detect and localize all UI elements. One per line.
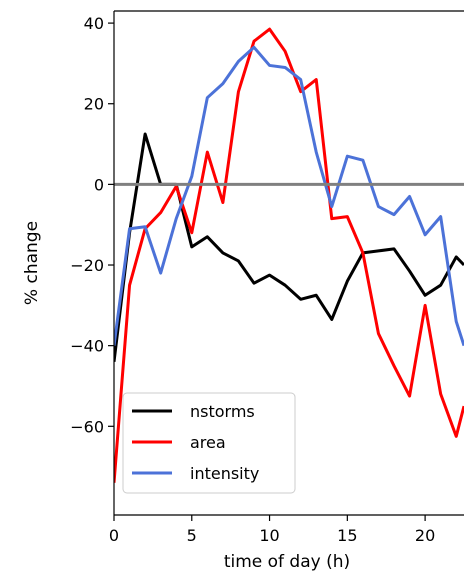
x-tick-label: 5 bbox=[187, 526, 197, 545]
legend-label-intensity: intensity bbox=[190, 464, 259, 483]
x-tick-label: 0 bbox=[109, 526, 119, 545]
legend-box bbox=[122, 392, 296, 494]
series-line-area bbox=[114, 27, 464, 483]
y-tick-label: 0 bbox=[94, 175, 104, 194]
series-line-intensity bbox=[114, 45, 464, 347]
x-tick-label: 10 bbox=[259, 526, 279, 545]
y-axis-label: % change bbox=[22, 221, 42, 305]
y-ticks: 40 20 0 −20 −40 −60 bbox=[70, 14, 114, 436]
x-ticks: 0 5 10 15 20 bbox=[109, 515, 435, 545]
y-tick-label: 20 bbox=[84, 95, 104, 114]
x-tick-label: 15 bbox=[337, 526, 357, 545]
legend: nstorms area intensity bbox=[122, 392, 296, 494]
y-tick-label: −40 bbox=[70, 337, 104, 356]
legend-label-nstorms: nstorms bbox=[190, 402, 255, 421]
x-axis-label: time of day (h) bbox=[224, 552, 350, 572]
y-tick-label: −60 bbox=[70, 417, 104, 436]
x-tick-label: 20 bbox=[415, 526, 435, 545]
plot-lines bbox=[114, 27, 464, 483]
y-tick-label: 40 bbox=[84, 14, 104, 33]
legend-label-area: area bbox=[190, 433, 226, 452]
y-tick-label: −20 bbox=[70, 256, 104, 275]
